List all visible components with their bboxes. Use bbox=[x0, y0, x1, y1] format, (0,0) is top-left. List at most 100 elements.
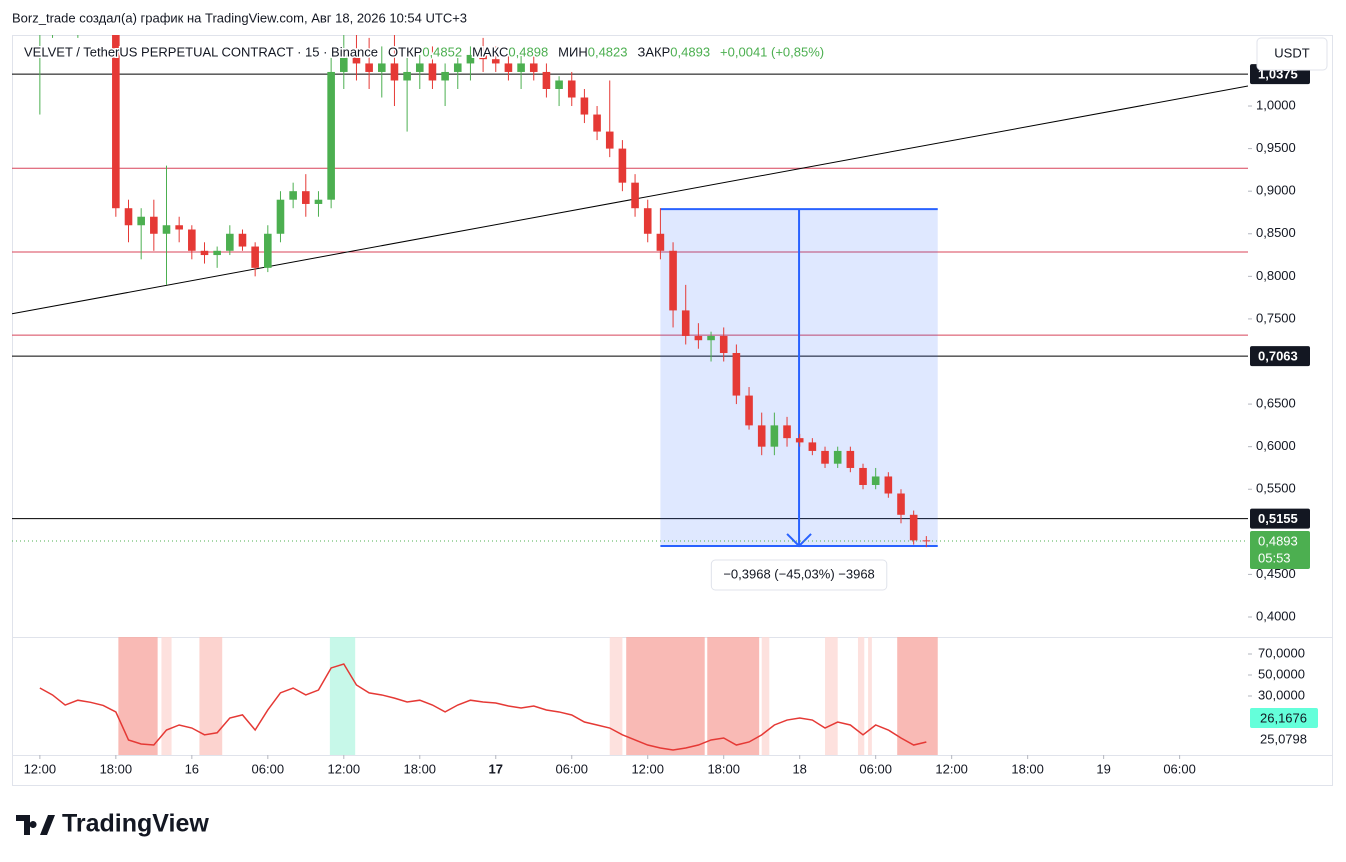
signal-zone bbox=[761, 637, 770, 755]
candle-body bbox=[922, 540, 931, 542]
candle-body bbox=[681, 310, 690, 336]
y-tick-label: 0,5500 bbox=[1256, 481, 1296, 496]
candle-body bbox=[377, 63, 386, 72]
candle-body bbox=[643, 208, 652, 234]
y-tick-label: 0,8000 bbox=[1256, 268, 1296, 283]
x-tick-label: 18 bbox=[792, 761, 806, 776]
candle-body bbox=[871, 476, 880, 485]
candle-body bbox=[783, 425, 791, 439]
candle-body bbox=[656, 233, 665, 251]
currency-button[interactable] bbox=[1256, 37, 1328, 71]
footer-logo: TradingView bbox=[16, 810, 209, 838]
candle-body bbox=[466, 54, 475, 64]
x-tick-label: 18:00 bbox=[707, 761, 740, 776]
countdown-label: 05:53 bbox=[1258, 550, 1291, 565]
legend-text: МИН bbox=[558, 44, 588, 59]
x-tick-label: 19 bbox=[1096, 761, 1110, 776]
signal-zone bbox=[609, 637, 623, 755]
candle-body bbox=[124, 208, 133, 226]
y-tick-label: 0,9500 bbox=[1256, 140, 1296, 155]
candle-body bbox=[365, 63, 373, 72]
candle-body bbox=[327, 71, 335, 200]
candle-body bbox=[745, 395, 753, 426]
price-label-bg bbox=[1250, 346, 1310, 367]
y-tick-label: 0,8500 bbox=[1256, 225, 1296, 240]
indicator-tick-label: 50,0000 bbox=[1258, 666, 1305, 681]
candle-body bbox=[821, 450, 829, 464]
candle-body bbox=[137, 216, 145, 226]
candle-body bbox=[226, 233, 234, 251]
legend-text: +0,0041 (+0,85%) bbox=[720, 44, 824, 59]
candle-body bbox=[302, 191, 310, 204]
measure-label-bg bbox=[710, 559, 888, 591]
candle-body bbox=[238, 233, 247, 247]
x-tick-label: 12:00 bbox=[935, 761, 968, 776]
candle-body bbox=[403, 71, 411, 81]
candle-body bbox=[757, 425, 766, 447]
trend-line bbox=[12, 85, 1248, 315]
candle-body bbox=[846, 450, 855, 468]
candle-body bbox=[504, 63, 513, 72]
candle-body bbox=[909, 514, 918, 541]
candle-body bbox=[719, 335, 728, 353]
y-tick-label: 0,9000 bbox=[1256, 183, 1296, 198]
signal-zone bbox=[707, 637, 760, 755]
candle-body bbox=[833, 450, 842, 464]
candle-body bbox=[162, 225, 171, 234]
x-tick-label: 06:00 bbox=[555, 761, 588, 776]
candle-body bbox=[593, 114, 601, 132]
candle-body bbox=[453, 63, 462, 72]
candle-body bbox=[200, 250, 209, 256]
candle-body bbox=[339, 54, 348, 72]
indicator-pane bbox=[39, 637, 938, 755]
candle-body bbox=[428, 63, 437, 81]
currency-label[interactable]: USDT bbox=[1274, 45, 1309, 60]
price-label-bg bbox=[1250, 508, 1310, 529]
last-price-bg bbox=[1250, 530, 1310, 569]
x-tick-label: 18:00 bbox=[404, 761, 437, 776]
candle-body bbox=[112, 35, 120, 209]
candle-body bbox=[732, 352, 741, 396]
candle-body bbox=[542, 71, 551, 89]
legend-text: 0,4893 bbox=[670, 44, 710, 59]
candle-body bbox=[276, 199, 285, 234]
candle-body bbox=[669, 250, 677, 311]
y-tick-label: 0,4000 bbox=[1256, 608, 1296, 623]
x-tick-label: 18:00 bbox=[100, 761, 133, 776]
x-tick-label: 06:00 bbox=[859, 761, 892, 776]
axes: 1,0000 0,9500 0,9000 0,8500 0,8000 0,7500 0,65… bbox=[24, 97, 1305, 776]
candle-body bbox=[264, 233, 272, 268]
candle-body bbox=[529, 63, 538, 72]
candle-body bbox=[289, 191, 297, 200]
x-tick-label: 12:00 bbox=[631, 761, 664, 776]
x-tick-label: 18:00 bbox=[1011, 761, 1044, 776]
signal-zone bbox=[161, 637, 172, 755]
candle-body bbox=[175, 225, 183, 230]
candle-body bbox=[314, 199, 323, 204]
signal-zone bbox=[825, 637, 838, 755]
signal-zone bbox=[329, 637, 356, 755]
indicator-value-label: 25,0798 bbox=[1260, 731, 1307, 746]
y-tick-label: 0,7500 bbox=[1256, 310, 1296, 325]
candle-body bbox=[441, 71, 449, 81]
candle-body bbox=[415, 63, 424, 72]
candle-body bbox=[517, 63, 525, 72]
candle-body bbox=[580, 97, 589, 115]
price-label: 0,7063 bbox=[1258, 349, 1298, 364]
x-tick-label: 06:00 bbox=[252, 761, 285, 776]
footer-text: TradingView bbox=[62, 810, 209, 838]
y-tick-label: 0,4500 bbox=[1256, 566, 1296, 581]
legend-text: МАКС bbox=[472, 44, 508, 59]
candle-body bbox=[188, 229, 196, 251]
legend-text: 0,4823 bbox=[588, 44, 628, 59]
candle-body bbox=[884, 476, 893, 494]
signal-zone bbox=[626, 637, 705, 755]
signal-zone bbox=[199, 637, 223, 755]
candle-body bbox=[631, 182, 639, 209]
legend-text: VELVET / TetherUS PERPETUAL CONTRACT · 1… bbox=[24, 44, 378, 59]
indicator-tick-label: 70,0000 bbox=[1258, 645, 1305, 660]
candle-body bbox=[213, 250, 221, 256]
